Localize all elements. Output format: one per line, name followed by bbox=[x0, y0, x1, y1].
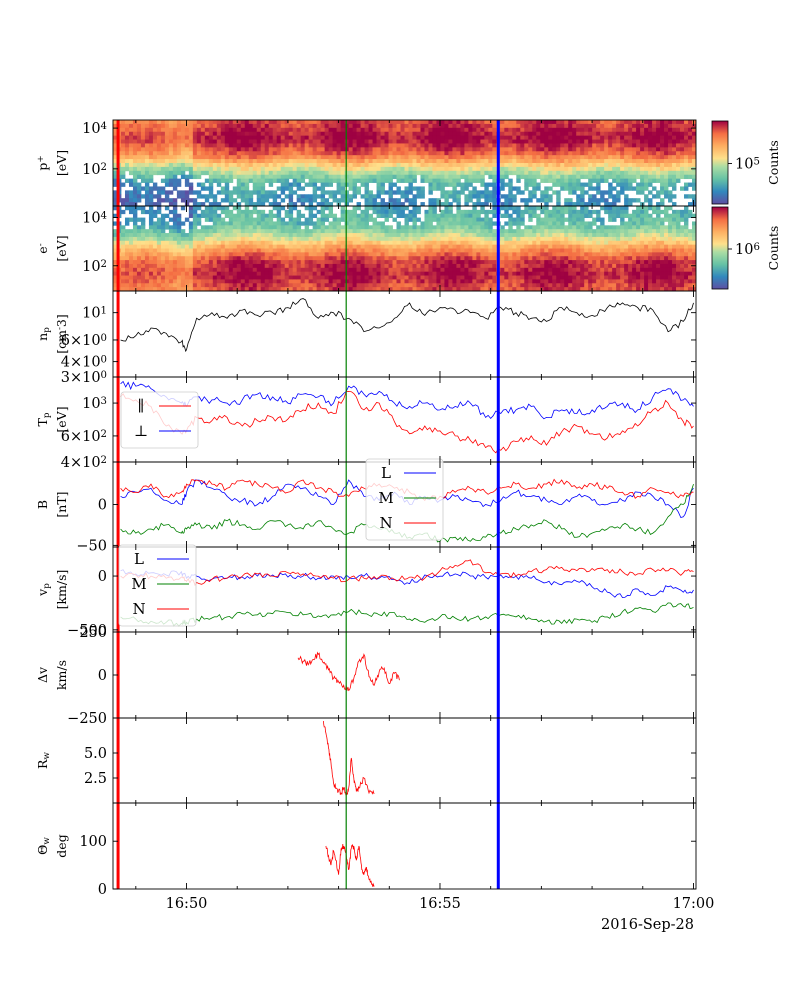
proton-temperature-series-s0-line bbox=[120, 390, 694, 454]
y-tick-label: 0 bbox=[98, 882, 107, 898]
legend-label: ⊥ bbox=[134, 422, 148, 440]
legend-box bbox=[120, 391, 199, 449]
y-tick-label: 0 bbox=[98, 668, 107, 684]
electron-spectrogram-cells bbox=[113, 206, 696, 291]
panels-layer bbox=[113, 120, 696, 887]
y-tick-label: 5.0 bbox=[84, 746, 107, 762]
panel-frame bbox=[112, 631, 697, 719]
proton-velocity-series-l-line bbox=[120, 569, 694, 599]
y-tick-label: 103 bbox=[82, 396, 107, 412]
walen-ratio-series-s0-line bbox=[323, 720, 375, 796]
panel-delta-v bbox=[297, 651, 400, 692]
y-tick-label: 104 bbox=[82, 211, 107, 227]
proton-temperature-legend: ∥⊥ bbox=[120, 391, 199, 449]
legend-label: N bbox=[379, 514, 392, 532]
y-tick-label: −250 bbox=[67, 711, 107, 727]
magnetic-field-legend: LMN bbox=[365, 458, 444, 541]
proton-velocity-legend: LMN bbox=[118, 544, 197, 627]
y-axis-label: B bbox=[35, 500, 50, 509]
proton-temperature-series-s1-line bbox=[120, 380, 694, 420]
panel-frames-layer: 104 102 p+ [eV] 104 102 e- [eV] 101 6×100 4×1003×1… bbox=[35, 119, 697, 898]
panel-proton-density bbox=[120, 298, 694, 353]
y-tick-label: 2.5 bbox=[84, 771, 107, 787]
y-axis-label: Tp bbox=[35, 412, 52, 426]
legend-label: N bbox=[132, 600, 145, 618]
x-axis: 16:50 16:55 17:00 bbox=[135, 120, 715, 912]
legend-label: L bbox=[381, 464, 391, 482]
legend-box bbox=[365, 458, 444, 541]
y-tick-label: 0 bbox=[98, 498, 107, 514]
x-tick-label: 16:50 bbox=[166, 896, 208, 912]
colorbars-layer: 105 Counts 106 Counts bbox=[711, 120, 781, 290]
delta-v-series-s0-line bbox=[297, 651, 400, 692]
event-lines-layer bbox=[116, 120, 500, 889]
y-axis-label: Rw bbox=[35, 752, 52, 769]
legend-label: L bbox=[134, 550, 144, 568]
x-tick-label: 17:00 bbox=[673, 896, 715, 912]
y-axis-unit: [eV] bbox=[54, 150, 69, 176]
y-tick-label: 100 bbox=[79, 834, 107, 850]
y-tick-label: −50 bbox=[76, 538, 107, 554]
colorbar-label: Counts bbox=[766, 140, 781, 185]
panel-walen-ratio bbox=[323, 720, 375, 796]
y-axis-label: vp bbox=[35, 583, 52, 597]
y-tick-label: 6×102 bbox=[61, 429, 107, 445]
legend-label: M bbox=[378, 489, 393, 507]
proton-spectrogram-cells bbox=[113, 120, 696, 206]
panel-frame bbox=[112, 802, 697, 890]
y-axis-unit: [nT] bbox=[54, 491, 69, 517]
y-tick-label: 0 bbox=[98, 569, 107, 585]
legend-label: ∥ bbox=[138, 397, 145, 415]
y-axis-unit: [cm-3] bbox=[54, 314, 69, 354]
y-axis-unit: deg bbox=[54, 834, 69, 857]
panel-proton-spectrogram bbox=[113, 120, 696, 206]
y-tick-label: 4×102 bbox=[61, 455, 107, 471]
panel-frame bbox=[112, 376, 697, 463]
colorbar-label: Counts bbox=[766, 226, 781, 271]
y-axis-label: np bbox=[35, 327, 52, 341]
y-axis-label: Δv bbox=[35, 666, 50, 683]
colorbar bbox=[711, 120, 729, 205]
colorbar-tick-label: 106 bbox=[735, 242, 760, 258]
panel-walen-angle bbox=[325, 843, 375, 887]
panel-proton-velocity bbox=[120, 559, 694, 627]
y-tick-label: 6×100 bbox=[61, 333, 107, 349]
y-axis-unit: [eV] bbox=[54, 235, 69, 261]
y-tick-label: 3×100 bbox=[61, 370, 107, 386]
y-axis-unit: [eV] bbox=[54, 406, 69, 432]
y-axis-label: e- bbox=[35, 243, 50, 253]
y-tick-label: 102 bbox=[82, 259, 107, 275]
date-label: 2016-Sep-28 bbox=[601, 917, 694, 933]
legend-label: M bbox=[131, 575, 146, 593]
panel-frame bbox=[112, 717, 697, 804]
legend-box bbox=[118, 544, 197, 627]
panel-frame bbox=[112, 290, 697, 378]
y-tick-label: 250 bbox=[79, 625, 107, 641]
x-tick-label: 16:55 bbox=[419, 896, 461, 912]
y-tick-label: −500 bbox=[67, 623, 107, 639]
y-axis-unit: km/s bbox=[54, 660, 69, 690]
panel-electron-spectrogram bbox=[113, 206, 696, 291]
proton-velocity-series-m-line bbox=[120, 602, 694, 627]
y-tick-label: 4×100 bbox=[61, 355, 107, 371]
panel-proton-temperature bbox=[120, 380, 694, 454]
proton-velocity-series-n-line bbox=[120, 559, 694, 587]
colorbar-tick-label: 105 bbox=[735, 157, 760, 173]
y-tick-label: 101 bbox=[82, 306, 107, 322]
y-axis-unit: [km/s] bbox=[54, 570, 69, 610]
proton-density-series-s0-line bbox=[120, 298, 694, 353]
y-tick-label: 104 bbox=[82, 121, 107, 137]
y-axis-label: p+ bbox=[35, 155, 50, 170]
y-tick-label: 102 bbox=[82, 162, 107, 178]
walen-angle-series-s0-line bbox=[325, 843, 375, 887]
colorbar bbox=[711, 206, 729, 290]
y-axis-label: Θw bbox=[35, 837, 52, 855]
